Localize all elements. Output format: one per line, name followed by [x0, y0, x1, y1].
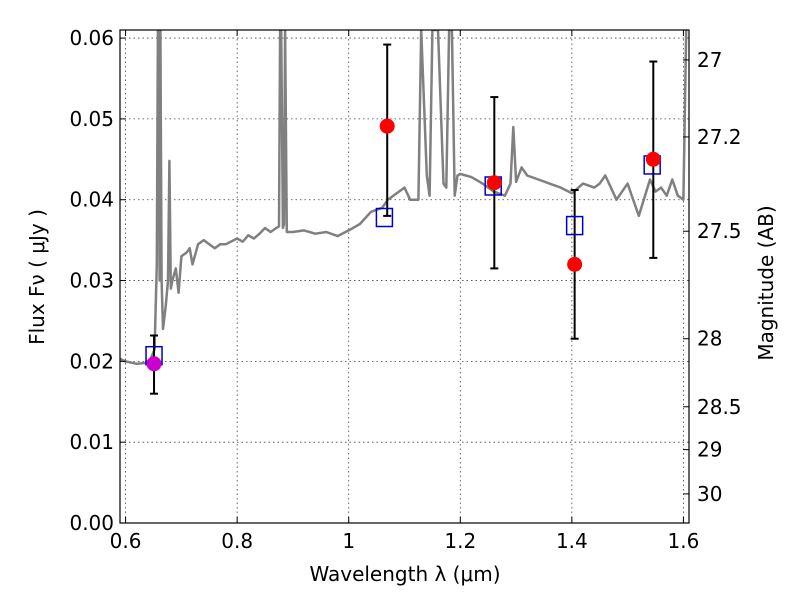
- observed-photometry-point: [645, 151, 661, 167]
- right-tick-label: 29: [697, 438, 722, 462]
- right-tick-label: 27.5: [697, 219, 742, 243]
- x-tick-label: 0.8: [221, 529, 253, 553]
- x-tick-label: 1.4: [556, 529, 588, 553]
- x-tick-label: 1: [342, 529, 355, 553]
- right-tick-label: 28: [697, 327, 722, 351]
- x-axis-title: Wavelength λ (μm): [309, 562, 500, 586]
- x-tick-label: 1.2: [444, 529, 476, 553]
- y-tick-label: 0.02: [69, 349, 114, 373]
- labels-layer: 0.6 0.8 1 1.2 1.4 1.6 0.00 0.01 0.02 0.03 0.04 0.05…: [69, 26, 741, 553]
- y-tick-label: 0.00: [69, 511, 114, 535]
- observed-photometry-point: [379, 118, 395, 134]
- spectrum-line: [120, 30, 688, 366]
- x-tick-label: 0.6: [110, 529, 142, 553]
- right-tick-label: 27: [697, 48, 722, 72]
- y-tick-label: 0.03: [69, 269, 114, 293]
- right-tick-label: 27.2: [697, 125, 742, 149]
- grid-layer: [120, 30, 689, 524]
- observed-photometry-point: [146, 356, 162, 372]
- y-tick-label: 0.06: [69, 26, 114, 50]
- spectrum-layer: [120, 30, 688, 366]
- model-photometry-square: [375, 207, 394, 228]
- observed-photometry-point: [486, 175, 502, 191]
- y-tick-label: 0.01: [69, 430, 114, 454]
- marker-layer: [145, 118, 661, 372]
- ticks-layer: [120, 30, 689, 524]
- y-tick-label: 0.05: [69, 107, 114, 131]
- observed-photometry-point: [567, 256, 583, 272]
- y-axis-title-right: Magnitude (AB): [754, 205, 778, 360]
- right-tick-label: 30: [697, 482, 722, 506]
- y-axis-title-left: Flux Fν ( μJy ): [25, 209, 49, 345]
- x-tick-label: 1.6: [668, 529, 700, 553]
- plot-frame: [119, 29, 690, 524]
- y-tick-label: 0.04: [69, 188, 114, 212]
- model-photometry-square: [565, 215, 584, 236]
- right-tick-label: 28.5: [697, 395, 742, 419]
